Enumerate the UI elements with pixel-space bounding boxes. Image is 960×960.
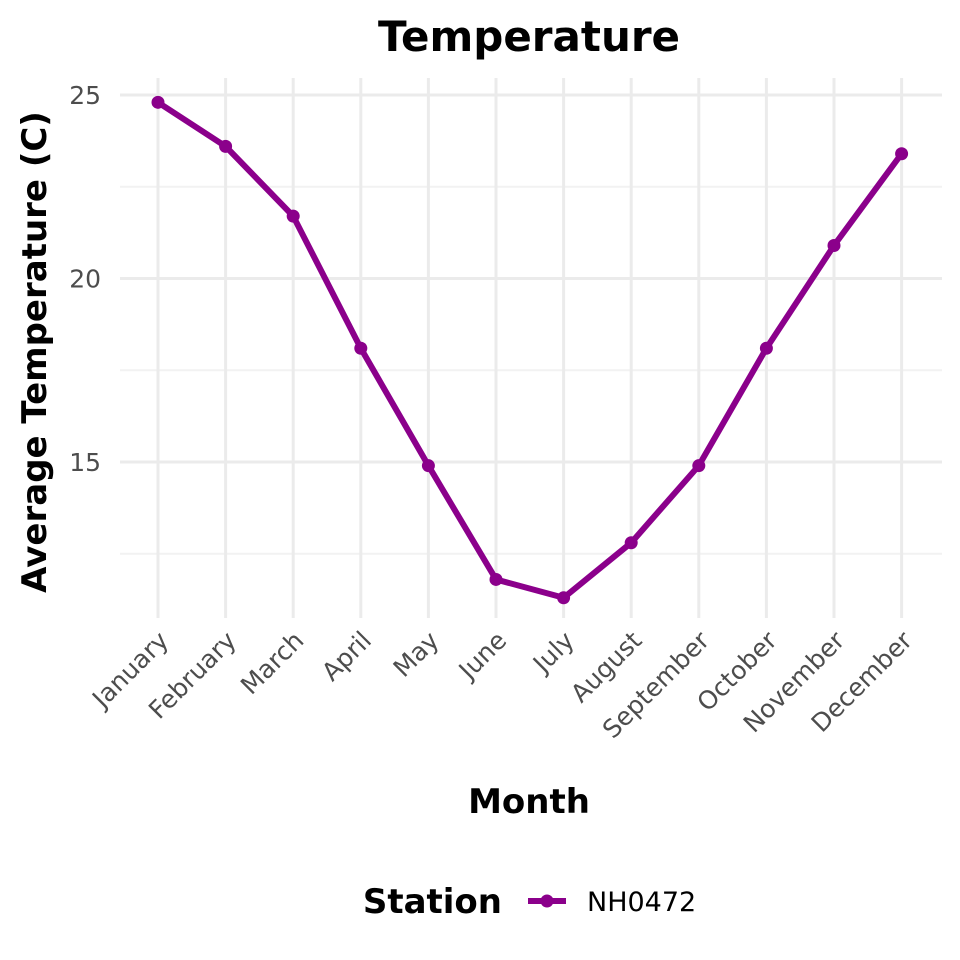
data-point [151,95,165,109]
legend-key-point [540,894,554,908]
data-point [895,147,909,161]
x-tick-label: March [235,626,309,700]
data-point [557,591,571,605]
data-point [489,572,503,586]
x-tick-label: May [388,626,445,683]
legend: Station NH0472 [363,882,696,922]
x-tick-label: July [526,626,580,680]
chart-title: Temperature [378,12,680,61]
y-axis-ticks: 15 20 25 [69,81,101,477]
y-axis-title: Average Temperature (C) [15,111,55,593]
grid [120,78,942,618]
data-point [624,536,638,550]
series-layer [151,95,909,605]
data-point [286,209,300,223]
x-tick-label: April [316,626,377,687]
y-tick-label: 20 [69,265,101,294]
x-axis-title: Month [468,782,590,822]
data-point [219,139,233,153]
data-point [692,459,706,473]
series-line [155,99,905,601]
data-point [827,238,841,252]
y-tick-label: 25 [69,81,101,110]
legend-title: Station [363,882,502,922]
x-tick-label: June [452,626,512,686]
data-point [421,459,435,473]
y-tick-label: 15 [69,448,101,477]
legend-label-nh0472: NH0472 [587,887,696,918]
data-point [354,341,368,355]
data-point [759,341,773,355]
